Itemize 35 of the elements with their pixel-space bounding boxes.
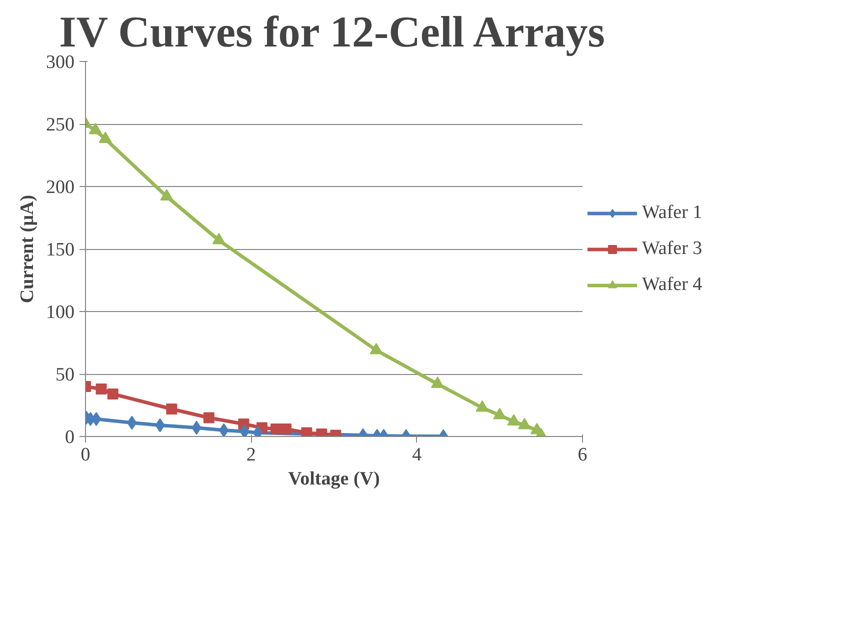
y-tick-label: 250 [46,114,74,136]
point [203,412,214,424]
y-tick-label: 150 [46,240,74,260]
point [160,189,174,200]
y-tick-label: 0 [65,427,74,448]
point [518,418,532,430]
x-tick-label: 0 [80,444,90,466]
y-tick-label: 200 [46,177,74,198]
legend-label: Wafer 3 [642,238,702,260]
point [88,122,102,134]
point [301,427,312,436]
y-axis-title: Current (µA) [17,194,38,304]
point [431,376,444,388]
point [91,412,102,426]
point [219,423,229,436]
point [370,342,383,354]
y-tick-label: 50 [56,364,74,386]
x-axis-title: Voltage (V) [288,468,380,490]
point [212,232,226,244]
y-tick-label: 100 [46,302,74,323]
point [280,424,292,434]
point [107,388,118,400]
legend-label: Wafer 1 [642,202,702,224]
legend-label: Wafer 4 [642,274,702,296]
point [240,424,250,436]
x-tick-label: 6 [578,444,588,466]
x-tick-label: 4 [412,444,422,466]
point [98,132,112,143]
point [166,404,178,414]
point [476,400,489,412]
point [270,424,282,434]
point [96,384,107,394]
x-tick-label: 2 [246,444,256,466]
point [493,408,506,420]
point [507,414,520,426]
